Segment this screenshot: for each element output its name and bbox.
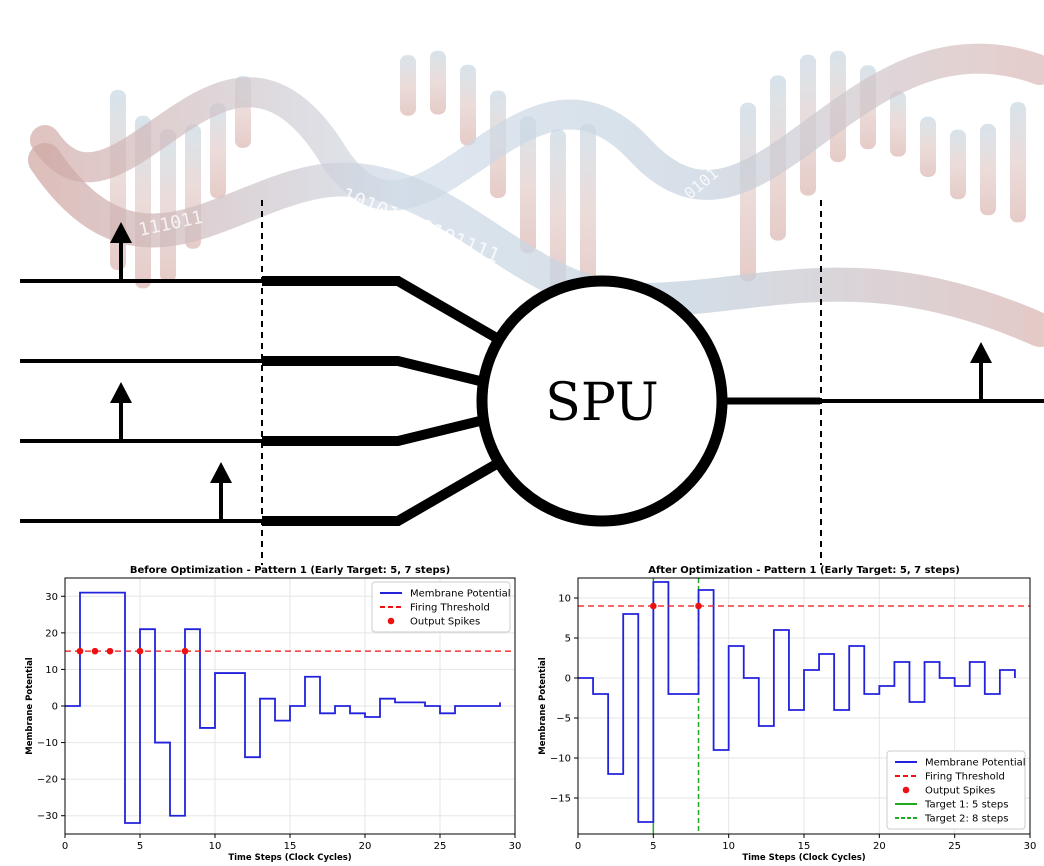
y-axis-label: Membrane Potential	[538, 657, 548, 755]
legend-label: Membrane Potential	[410, 589, 511, 600]
y-tick-label: 30	[45, 592, 58, 603]
x-tick-label: 20	[359, 841, 372, 852]
chart-legend: Membrane Potential Firing Threshold Output…	[886, 750, 1026, 830]
y-tick-label: 10	[45, 665, 58, 676]
x-tick-label: 30	[509, 841, 522, 852]
x-tick-label: 25	[948, 841, 961, 852]
legend-box	[886, 750, 1026, 830]
y-tick-label: 0	[52, 702, 58, 713]
membrane-potential-line	[65, 591, 501, 824]
output-spike-point	[181, 647, 189, 655]
output-spike-point	[91, 647, 99, 655]
dna-base-pair	[1010, 102, 1026, 223]
y-tick-label: −15	[550, 794, 571, 805]
dna-base-pair	[890, 91, 906, 157]
legend-label: Firing Threshold	[410, 603, 490, 614]
dna-base-pair	[520, 116, 536, 254]
legend-box	[371, 581, 511, 633]
before-optimization-chart: 0 5 10 15 20 25 30 −30 −20 −10 0 10 20 30 Before Optim…	[25, 565, 521, 863]
y-tick-label: −30	[37, 811, 58, 822]
output-spike-point	[76, 647, 84, 655]
legend-swatch	[902, 786, 910, 794]
dna-base-pair	[980, 123, 996, 216]
dna-base-pair	[210, 103, 226, 199]
y-tick-label: −10	[37, 738, 58, 749]
after-optimization-chart: 0 5 10 15 20 25 30 −15 −10 −5 0 5 10 After Optimizati…	[538, 565, 1036, 863]
synapse-wire-2	[262, 356, 486, 387]
output-spike-point	[136, 647, 144, 655]
plot-frame	[577, 577, 1031, 835]
output-spike-point	[695, 602, 702, 610]
dna-base-pair	[550, 129, 566, 293]
chart-title: Before Optimization - Pattern 1 (Early T…	[130, 565, 450, 576]
output-spike-arrow	[970, 342, 992, 401]
legend-item: Output Spikes	[387, 617, 480, 628]
legend-label: Target 2: 8 steps	[924, 814, 1008, 825]
dna-base-pair	[430, 50, 446, 115]
x-tick-label: 25	[434, 841, 447, 852]
dna-base-pair	[460, 64, 476, 146]
x-tick-label: 15	[798, 841, 811, 852]
input-spike-arrow	[210, 462, 232, 521]
plot-frame	[64, 577, 516, 835]
dna-base-pair	[920, 116, 936, 177]
membrane-potential-line	[578, 581, 1016, 823]
y-tick-label: 10	[558, 594, 571, 605]
dna-base-pair	[160, 129, 176, 282]
x-tick-label: 20	[873, 841, 886, 852]
legend-label: Firing Threshold	[925, 772, 1005, 783]
legend-item: Membrane Potential	[895, 758, 1026, 769]
dna-base-pairs	[110, 50, 1026, 302]
legend-item: Firing Threshold	[380, 603, 490, 614]
chart-title: After Optimization - Pattern 1 (Early Ta…	[648, 565, 960, 576]
x-tick-label: 5	[137, 841, 143, 852]
legend-label: Output Spikes	[410, 617, 480, 628]
synapse-wire-3	[262, 415, 486, 446]
x-tick-label: 15	[284, 841, 297, 852]
dna-helix-illustration: 111011 10101110101111 0101	[28, 43, 1044, 347]
legend-label: Target 1: 5 steps	[924, 800, 1008, 811]
x-tick-label: 0	[575, 841, 581, 852]
dna-strand-back	[30, 43, 1044, 211]
legend-label: Membrane Potential	[925, 758, 1026, 769]
y-tick-label: −20	[37, 775, 58, 786]
x-tick-label: 30	[1024, 841, 1037, 852]
spu-label: SPU	[545, 373, 659, 433]
output-spike-point	[106, 647, 114, 655]
legend-item: Firing Threshold	[895, 772, 1005, 783]
dna-base-pair	[950, 129, 966, 200]
x-tick-label: 0	[62, 841, 68, 852]
legend-item: Target 2: 8 steps	[895, 814, 1008, 825]
x-tick-label: 5	[650, 841, 656, 852]
y-tick-label: 20	[45, 628, 58, 639]
chart-legend: Membrane Potential Firing Threshold Output…	[371, 581, 511, 633]
synapse-wire-4	[262, 457, 503, 526]
x-axis-label: Time Steps (Clock Cycles)	[742, 853, 865, 863]
dna-strand-front	[28, 143, 1044, 347]
y-tick-label: 5	[565, 634, 571, 645]
x-tick-label: 10	[722, 841, 735, 852]
x-tick-label: 10	[209, 841, 222, 852]
output-spike-point	[650, 602, 657, 610]
dna-base-pair	[580, 124, 596, 302]
input-spike-arrow	[110, 222, 132, 281]
spu-schematic	[20, 200, 1044, 565]
y-tick-label: −10	[550, 754, 571, 765]
legend-item: Target 1: 5 steps	[895, 800, 1008, 811]
legend-item: Membrane Potential	[380, 589, 511, 600]
synapse-wire-1	[262, 276, 503, 345]
x-axis-label: Time Steps (Clock Cycles)	[228, 853, 351, 863]
y-tick-label: 0	[565, 674, 571, 685]
dna-base-pair	[740, 102, 756, 282]
y-tick-label: −5	[556, 714, 571, 725]
legend-label: Output Spikes	[925, 786, 995, 797]
dna-base-pair	[400, 55, 416, 116]
legend-swatch	[387, 617, 395, 625]
legend-item: Output Spikes	[902, 786, 995, 797]
input-spike-arrow	[110, 382, 132, 441]
y-axis-label: Membrane Potential	[25, 657, 35, 755]
